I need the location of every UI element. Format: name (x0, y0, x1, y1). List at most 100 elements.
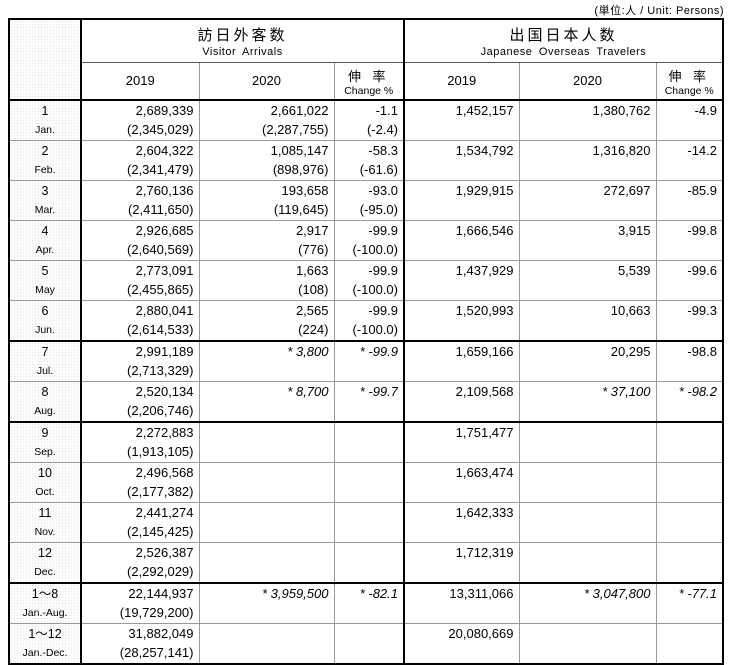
cell-visitor-change (333, 623, 405, 665)
cell-month: 5 May (8, 260, 82, 301)
cell-japanese-2019: 13,311,066 (403, 582, 520, 624)
cell-japanese-2020 (518, 542, 657, 584)
cell-visitor-change: -93.0 (-95.0) (333, 180, 405, 221)
cell-japanese-2020: 10,663 (518, 300, 657, 342)
statistics-table-wrapper: 訪日外客数 Visitor Arrivals 出国日本人数 Japanese O… (8, 18, 724, 665)
cell-japanese-2019: 1,659,166 (403, 340, 520, 382)
visitor-arrivals-group-header: 訪日外客数 Visitor Arrivals (80, 18, 405, 63)
cell-visitor-2020: 1,085,147 (898,976) (198, 140, 335, 181)
cell-visitor-2019: 2,991,189 (2,713,329) (80, 340, 200, 382)
cell-visitor-2020: * 8,700 (198, 381, 335, 423)
cell-japanese-2019: 1,666,546 (403, 220, 520, 261)
cell-japanese-2020: 20,295 (518, 340, 657, 382)
cell-month: 10 Oct. (8, 462, 82, 503)
visitor-change-en-label: Change % (344, 85, 394, 97)
cell-japanese-change (655, 623, 724, 665)
cell-visitor-2019: 31,882,049 (28,257,141) (80, 623, 200, 665)
cell-japanese-2020 (518, 462, 657, 503)
cell-japanese-change: * -98.2 (655, 381, 724, 423)
cell-japanese-change: -4.9 (655, 99, 724, 141)
cell-month: 9 Sep. (8, 421, 82, 463)
japanese-2020-label: 2020 (573, 73, 602, 88)
cell-japanese-2019: 20,080,669 (403, 623, 520, 665)
cell-month: 1 Jan. (8, 99, 82, 141)
cell-month: 2 Feb. (8, 140, 82, 181)
cell-japanese-2019: 1,642,333 (403, 502, 520, 543)
cell-japanese-2019: 1,712,319 (403, 542, 520, 584)
table-row: 7 Jul. 2,991,189 (2,713,329) * 3,800 * -99.9 1… (8, 340, 724, 382)
cell-month: 11 Nov. (8, 502, 82, 543)
cell-japanese-change: -98.8 (655, 340, 724, 382)
cell-japanese-change: * -77.1 (655, 582, 724, 624)
cell-japanese-2020: 5,539 (518, 260, 657, 301)
cell-visitor-2019: 2,760,136 (2,411,650) (80, 180, 200, 221)
cell-visitor-2019: 2,272,883 (1,913,105) (80, 421, 200, 463)
cell-japanese-2020 (518, 502, 657, 543)
table-row: 5 May 2,773,091 (2,455,865) 1,663 (108) -99.9(… (8, 260, 724, 301)
cell-visitor-change: * -99.7 (333, 381, 405, 423)
cell-visitor-2020: * 3,800 (198, 340, 335, 382)
visitor-change-jp-label: 伸 率 (347, 69, 390, 84)
cell-visitor-2019: 2,496,568 (2,177,382) (80, 462, 200, 503)
visitor-2020-header: 2020 (198, 62, 335, 101)
cell-month: 4 Apr. (8, 220, 82, 261)
cell-visitor-change: -1.1 (-2.4) (333, 99, 405, 141)
cell-japanese-change (655, 542, 724, 584)
cell-month: 8 Aug. (8, 381, 82, 423)
cell-japanese-2020: 272,697 (518, 180, 657, 221)
cell-visitor-change: * -82.1 (333, 582, 405, 624)
cell-visitor-2020: 2,565 (224) (198, 300, 335, 342)
cell-japanese-2020: * 3,047,800 (518, 582, 657, 624)
cell-visitor-change (333, 421, 405, 463)
japanese-2019-header: 2019 (403, 62, 520, 101)
table-row: 10 Oct. 2,496,568 (2,177,382) 1,663,474 (8, 462, 724, 503)
group-header-row: 訪日外客数 Visitor Arrivals 出国日本人数 Japanese O… (8, 18, 724, 101)
table-row: 9 Sep. 2,272,883 (1,913,105) 1,751,477 (8, 421, 724, 463)
visitor-change-header: 伸 率 Change % (333, 62, 405, 101)
cell-japanese-change: -99.8 (655, 220, 724, 261)
cell-visitor-2019: 2,880,041 (2,614,533) (80, 300, 200, 342)
cell-month: 3 Mar. (8, 180, 82, 221)
cell-japanese-change: -14.2 (655, 140, 724, 181)
table-row: 12 Dec. 2,526,387 (2,292,029) 1,712,319 (8, 542, 724, 584)
japanese-travelers-subtitle: Japanese Overseas Travelers (480, 46, 647, 58)
cell-visitor-2019: 2,926,685 (2,640,569) (80, 220, 200, 261)
cell-visitor-2019: 2,604,322 (2,341,479) (80, 140, 200, 181)
cell-visitor-2020: * 3,959,500 (198, 582, 335, 624)
cell-visitor-change: * -99.9 (333, 340, 405, 382)
visitor-arrivals-title: 訪日外客数 (197, 27, 288, 44)
cell-japanese-2020: 1,316,820 (518, 140, 657, 181)
cell-visitor-2020 (198, 542, 335, 584)
cell-japanese-2019: 1,437,929 (403, 260, 520, 301)
cell-visitor-change (333, 542, 405, 584)
cell-japanese-change (655, 462, 724, 503)
table-row: 6 Jun. 2,880,041 (2,614,533) 2,565 (224) -99.9… (8, 300, 724, 342)
table-row: 1〜12 Jan.-Dec. 31,882,049 (28,257,141) 20,08… (8, 623, 724, 665)
cell-visitor-2019: 2,520,134 (2,206,746) (80, 381, 200, 423)
cell-visitor-2020 (198, 462, 335, 503)
japanese-travelers-group-header: 出国日本人数 Japanese Overseas Travelers (403, 18, 724, 63)
table-row: 1〜8 Jan.-Aug. 22,144,937 (19,729,200) * 3,95… (8, 582, 724, 624)
visitor-2019-header: 2019 (80, 62, 200, 101)
cell-japanese-2019: 1,663,474 (403, 462, 520, 503)
cell-visitor-2019: 22,144,937 (19,729,200) (80, 582, 200, 624)
cell-visitor-change (333, 502, 405, 543)
cell-month: 7 Jul. (8, 340, 82, 382)
cell-visitor-change (333, 462, 405, 503)
japanese-2019-label: 2019 (447, 73, 477, 88)
cell-visitor-2020: 1,663 (108) (198, 260, 335, 301)
cell-visitor-2020: 2,917 (776) (198, 220, 335, 261)
table-row: 2 Feb. 2,604,322 (2,341,479) 1,085,147 (898,9… (8, 140, 724, 181)
cell-japanese-2020 (518, 421, 657, 463)
cell-visitor-2019: 2,526,387 (2,292,029) (80, 542, 200, 584)
cell-japanese-change: -99.3 (655, 300, 724, 342)
cell-japanese-change: -85.9 (655, 180, 724, 221)
cell-japanese-change: -99.6 (655, 260, 724, 301)
cell-month: 6 Jun. (8, 300, 82, 342)
table-row: 3 Mar. 2,760,136 (2,411,650) 193,658 (119,645… (8, 180, 724, 221)
visitor-2019-label: 2019 (125, 73, 155, 88)
cell-visitor-change: -99.9 (-100.0) (333, 220, 405, 261)
cell-japanese-change (655, 421, 724, 463)
cell-japanese-change (655, 502, 724, 543)
table-row: 4 Apr. 2,926,685 (2,640,569) 2,917 (776) -99.9… (8, 220, 724, 261)
